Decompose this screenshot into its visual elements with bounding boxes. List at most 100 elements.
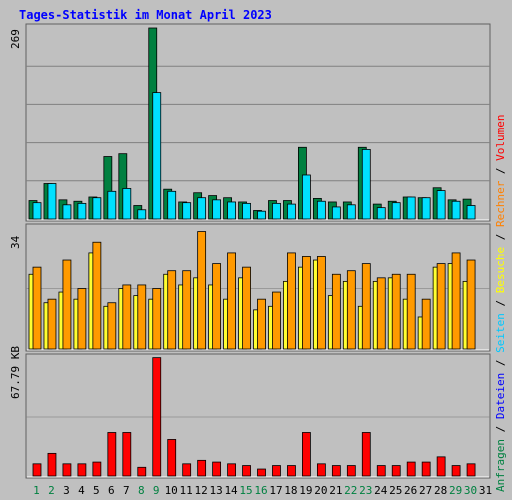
x-tick-label: 31 xyxy=(479,484,492,497)
bar-besuche-day-14 xyxy=(227,252,236,350)
x-tick-label: 20 xyxy=(314,484,327,497)
bar-dateien-day-25 xyxy=(391,202,401,220)
panel-pages-visits: 34 xyxy=(9,223,491,352)
bar-dateien-day-18 xyxy=(287,203,296,220)
bar-dateien-day-26 xyxy=(406,196,416,220)
bar-volumen-day-16 xyxy=(257,468,266,477)
legend-separator: / xyxy=(494,419,507,439)
panel-frame xyxy=(25,23,491,222)
legend-separator: / xyxy=(494,161,507,181)
legend-item-anfragen: Anfragen xyxy=(494,439,507,492)
bar-volumen-day-2 xyxy=(47,452,57,477)
bar-dateien-day-30 xyxy=(466,205,476,220)
bar-besuche-day-16 xyxy=(257,298,266,350)
bar-besuche-day-5 xyxy=(92,241,102,350)
bar-besuche-day-21 xyxy=(331,273,341,350)
bar-dateien-day-7 xyxy=(122,188,132,220)
bar-volumen-day-28 xyxy=(436,456,446,477)
bar-dateien-day-23 xyxy=(361,149,371,220)
bar-volumen-day-24 xyxy=(376,465,386,477)
bar-volumen-day-13 xyxy=(212,461,222,477)
bar-volumen-day-18 xyxy=(287,465,296,477)
bar-volumen-day-29 xyxy=(451,465,461,477)
bar-dateien-day-4 xyxy=(77,202,87,220)
x-tick-label: 5 xyxy=(93,484,100,497)
bar-besuche-day-6 xyxy=(107,302,117,350)
legend-item-dateien: Dateien xyxy=(494,373,507,419)
legend: Anfragen / Dateien / Seiten / Besuche / … xyxy=(494,114,507,492)
bar-volumen-day-14 xyxy=(227,463,236,477)
bar-besuche-day-29 xyxy=(451,252,461,350)
bar-dateien-day-13 xyxy=(212,199,222,220)
bar-dateien-day-9 xyxy=(152,92,162,220)
bar-dateien-day-10 xyxy=(167,190,177,220)
bar-besuche-day-18 xyxy=(287,252,296,350)
bar-besuche-day-20 xyxy=(316,256,326,350)
bar-besuche-day-12 xyxy=(197,231,207,350)
bar-volumen-day-8 xyxy=(137,466,147,477)
x-tick-label: 7 xyxy=(123,484,130,497)
bar-volumen-day-20 xyxy=(316,463,326,477)
bar-volumen-day-6 xyxy=(107,432,117,477)
y-max-label: 67.79 KB xyxy=(9,346,22,399)
legend-separator: / xyxy=(494,227,507,247)
bar-volumen-day-9 xyxy=(152,357,162,477)
bar-volumen-day-22 xyxy=(346,465,356,477)
x-tick-label: 14 xyxy=(224,484,238,497)
bar-besuche-day-30 xyxy=(466,259,476,350)
bar-besuche-day-25 xyxy=(391,273,401,350)
legend-separator: / xyxy=(494,353,507,373)
bar-besuche-day-9 xyxy=(152,288,162,350)
legend-item-seiten: Seiten xyxy=(494,313,507,353)
panel-frame xyxy=(25,353,491,479)
chart-title: Tages-Statistik im Monat April 2023 xyxy=(19,8,272,22)
x-tick-label: 22 xyxy=(344,484,357,497)
x-tick-label: 11 xyxy=(180,484,193,497)
legend-separator: / xyxy=(494,293,507,313)
bar-volumen-day-15 xyxy=(242,465,251,477)
bar-besuche-day-28 xyxy=(436,263,446,350)
bar-dateien-day-22 xyxy=(346,204,356,220)
x-tick-label: 26 xyxy=(404,484,417,497)
bar-besuche-day-13 xyxy=(212,263,222,350)
bar-dateien-day-27 xyxy=(421,197,431,220)
bar-dateien-day-6 xyxy=(107,190,117,220)
bar-besuche-day-4 xyxy=(77,288,87,350)
legend-text: Anfragen / Dateien / Seiten / Besuche / … xyxy=(494,114,507,492)
bar-dateien-day-14 xyxy=(227,201,236,220)
x-tick-label: 10 xyxy=(165,484,178,497)
bar-dateien-day-16 xyxy=(257,210,266,220)
bar-besuche-day-19 xyxy=(302,256,311,350)
bar-volumen-day-17 xyxy=(272,465,281,477)
bar-besuche-day-7 xyxy=(122,284,132,350)
bar-besuche-day-26 xyxy=(406,273,416,350)
bar-besuche-day-22 xyxy=(346,270,356,350)
bar-besuche-day-11 xyxy=(182,270,192,350)
x-axis-labels: 1 2 3 4 5 6 7 8 9 10 11 12 13 14 15 16 17 18 19 20 21 22 23 24 2… xyxy=(33,484,492,497)
bar-besuche-day-3 xyxy=(62,259,72,350)
bar-besuche-day-2 xyxy=(47,298,57,350)
bar-volumen-day-23 xyxy=(361,432,371,477)
legend-item-besuche: Besuche xyxy=(494,247,507,293)
x-tick-label: 24 xyxy=(374,484,388,497)
x-tick-label: 12 xyxy=(195,484,208,497)
panel-requests-files: 269 xyxy=(9,23,491,222)
legend-item-volumen: Volumen xyxy=(494,114,507,160)
bar-besuche-day-17 xyxy=(272,291,281,350)
bar-dateien-day-28 xyxy=(436,190,446,220)
y-max-label: 34 xyxy=(9,235,22,249)
x-tick-label: 18 xyxy=(284,484,297,497)
bar-dateien-day-17 xyxy=(272,202,281,220)
x-tick-label: 17 xyxy=(269,484,282,497)
x-tick-label: 21 xyxy=(329,484,342,497)
bar-dateien-day-19 xyxy=(302,174,311,220)
x-tick-label: 28 xyxy=(434,484,447,497)
x-tick-label: 29 xyxy=(449,484,462,497)
bar-dateien-day-21 xyxy=(331,206,341,220)
bar-dateien-day-11 xyxy=(182,202,192,220)
x-tick-label: 16 xyxy=(254,484,267,497)
bar-dateien-day-20 xyxy=(316,200,326,220)
x-tick-label: 6 xyxy=(108,484,115,497)
bar-besuche-day-24 xyxy=(376,277,386,350)
